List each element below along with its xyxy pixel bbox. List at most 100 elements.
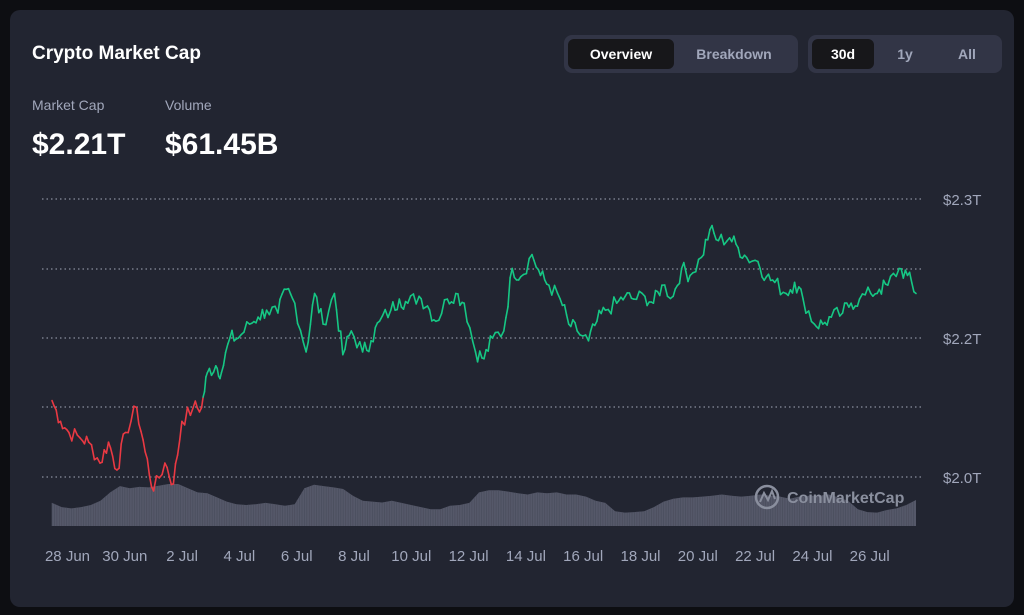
price-segment [198,406,203,413]
price-segment [101,448,105,464]
y-tick-label: $2.3T [943,192,981,209]
price-segment [830,308,835,318]
price-segment [372,326,377,343]
volume-area [51,484,916,526]
coinmarketcap-logo-mark [759,488,776,503]
price-segment [802,298,807,315]
price-segment [406,295,412,305]
price-segment [759,267,763,278]
coinmarketcap-watermark: CoinMarketCap [754,484,905,510]
price-segment [807,310,813,323]
price-segment [378,315,384,323]
price-segment [702,238,707,256]
price-segment [172,462,177,485]
price-segment [140,430,144,441]
price-segment [339,330,344,356]
price-segment [277,298,281,314]
range-all[interactable]: All [958,46,976,62]
price-segment [335,308,340,332]
tab-breakdown[interactable]: Breakdown [696,46,772,62]
price-segment [737,246,742,258]
price-segment [289,293,294,300]
x-tick-label: 14 Jul [506,548,546,565]
price-segment [548,284,553,296]
price-segment [635,290,641,301]
x-axis-ticks: 28 Jun 30 Jun 2 Jul 4 Jul 6 Jul 8 Jul 10 Jul 12… [45,548,890,565]
price-segment [574,322,579,332]
price-segment [569,318,574,328]
price-segment [219,371,223,380]
price-segment [55,409,60,424]
price-segment [596,309,600,323]
price-segment [836,306,841,317]
price-segment [333,292,338,311]
price-segment [412,293,418,305]
card-title: Crypto Market Cap [32,43,201,64]
price-segment [311,292,316,306]
price-segment [787,288,792,297]
price-segment [652,289,657,305]
price-segment [628,292,633,300]
price-segment [263,309,268,319]
price-segment [51,399,55,407]
price-segment [59,420,64,430]
price-segment [384,308,389,319]
watermark-text: CoinMarketCap [787,490,905,507]
price-segment [563,303,568,316]
price-segment [505,305,509,319]
price-segment [179,420,183,441]
view-toggle: Overview Breakdown [564,35,798,73]
tab-overview[interactable]: Overview [568,39,674,69]
market-cap-chart: $2.3T $2.2T $2.0T 28 Jun 30 Jun 2 Jul 4 Jul 6 … [42,192,981,565]
price-segment [202,390,206,398]
price-segment [105,441,110,455]
price-segment [305,341,310,353]
price-segment [644,295,648,307]
price-segment [466,321,471,329]
price-segment [776,277,782,296]
y-tick-label: $2.2T [943,331,981,348]
price-segment [344,335,348,351]
price-segment [720,233,725,246]
price-segment [469,327,474,343]
price-segment [478,350,483,359]
price-segment [682,261,687,273]
price-segment [525,257,531,275]
price-segment [556,292,562,300]
price-segment [164,462,168,469]
price-segment [491,331,497,339]
price-segment [70,428,76,442]
price-segment [315,296,320,314]
price-segment [902,269,907,279]
y-axis-ticks: $2.3T $2.2T $2.0T [943,192,981,487]
range-1y[interactable]: 1y [897,46,913,62]
market-cap-card: Crypto Market Cap Overview Breakdown 30d… [10,10,1014,607]
price-segment [733,235,737,245]
price-segment [189,406,194,417]
price-segment [471,340,477,353]
x-tick-label: 26 Jul [850,548,890,565]
price-segment [168,475,173,486]
price-segment [483,348,487,360]
price-segment [452,292,457,305]
price-segment [587,330,592,342]
price-segment [533,260,538,268]
price-segment [176,438,181,456]
price-segment [850,302,855,310]
price-segment [398,298,403,308]
price-segment [767,273,772,282]
price-segment [363,341,368,352]
range-30d[interactable]: 30d [812,39,874,69]
price-segment [613,296,618,305]
price-segment [678,267,683,285]
price-segment [120,433,125,445]
price-segment [243,321,248,333]
price-segment [212,364,217,373]
price-segment [358,340,364,353]
price-segment [111,455,116,470]
price-segment [476,350,481,363]
price-segment [296,322,302,332]
x-tick-label: 30 Jun [102,548,147,565]
price-segment [130,405,135,422]
price-segment [203,376,207,393]
